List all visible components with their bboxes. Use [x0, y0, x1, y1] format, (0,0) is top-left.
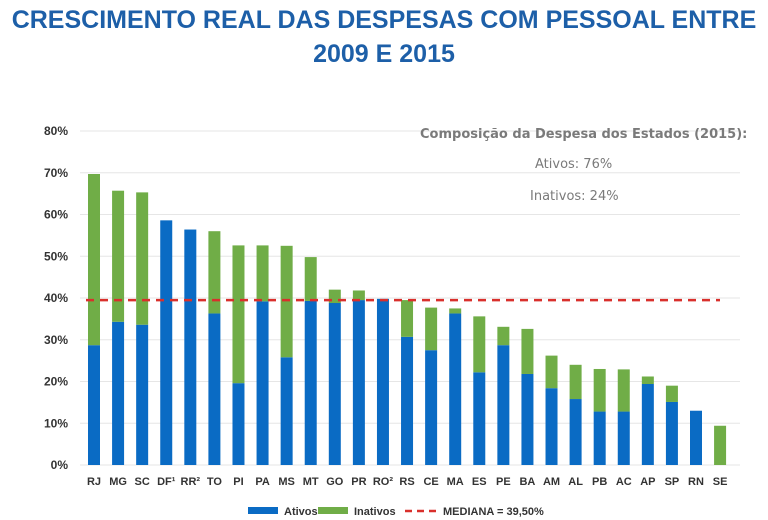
- bar-inativos-AL: [569, 364, 582, 400]
- bar-inativos-BA: [521, 328, 534, 374]
- bar-inativos-AC: [617, 369, 630, 412]
- annotation-inativos: Inativos: 24%: [530, 189, 619, 204]
- bar-inativos-RJ: [88, 174, 100, 346]
- bar-ativos-ES: [473, 372, 486, 465]
- y-tick-label: 30%: [44, 333, 68, 347]
- bar-ativos-PA: [256, 301, 269, 465]
- x-tick-label: PE: [496, 476, 511, 488]
- x-tick-label: PB: [592, 476, 607, 488]
- x-tick-label: AC: [616, 476, 632, 488]
- annotation-ativos: Ativos: 76%: [535, 157, 613, 172]
- bar-ativos-RJ: [88, 345, 100, 465]
- x-tick-label: AP: [640, 476, 655, 488]
- bar-ativos-AL: [569, 399, 582, 465]
- bar-inativos-SC: [136, 192, 149, 325]
- bar-ativos-RO²: [376, 298, 389, 465]
- bar-ativos-BA: [521, 373, 534, 465]
- bar-inativos-ES: [473, 316, 486, 373]
- bar-inativos-AP: [641, 376, 654, 385]
- x-tick-label: BA: [519, 476, 535, 488]
- y-tick-label: 60%: [44, 208, 68, 222]
- bar-inativos-AM: [545, 355, 558, 389]
- x-tick-label: TO: [207, 476, 223, 488]
- x-tick-label: GO: [326, 476, 344, 488]
- x-tick-label: RO²: [373, 476, 394, 488]
- x-tick-label: PI: [233, 476, 243, 488]
- bar-inativos-CE: [425, 307, 438, 351]
- bar-ativos-RS: [401, 336, 414, 465]
- x-tick-label: MA: [447, 476, 464, 488]
- bar-ativos-AM: [545, 388, 558, 465]
- x-tick-label: MG: [109, 476, 127, 488]
- x-tick-label: SE: [713, 476, 728, 488]
- bar-inativos-PR: [352, 290, 365, 301]
- x-tick-label: ES: [472, 476, 487, 488]
- bar-ativos-SP: [665, 401, 678, 465]
- bar-ativos-CE: [425, 350, 438, 465]
- bar-inativos-PI: [232, 245, 245, 384]
- y-tick-label: 80%: [44, 124, 68, 138]
- y-tick-label: 70%: [44, 166, 68, 180]
- bar-ativos-MT: [304, 300, 317, 465]
- x-tick-label: PR: [351, 476, 366, 488]
- bar-ativos-PR: [352, 300, 365, 465]
- y-tick-label: 20%: [44, 375, 68, 389]
- x-tick-label: AM: [543, 476, 560, 488]
- x-tick-label: RS: [399, 476, 414, 488]
- bar-inativos-RS: [401, 300, 414, 337]
- bar-ativos-DF¹: [160, 220, 173, 465]
- bar-inativos-PA: [256, 245, 269, 302]
- bar-inativos-MA: [449, 308, 462, 314]
- bar-inativos-TO: [208, 231, 221, 314]
- bar-inativos-PB: [593, 368, 606, 412]
- bar-ativos-SC: [136, 324, 149, 465]
- bar-inativos-SP: [665, 385, 678, 402]
- legend-label-ativos: Ativos: [284, 506, 318, 518]
- bar-ativos-MA: [449, 313, 462, 465]
- bar-inativos-SE: [714, 425, 727, 465]
- bar-ativos-PI: [232, 383, 245, 465]
- bar-ativos-AC: [617, 411, 630, 465]
- y-tick-label: 40%: [44, 291, 68, 305]
- bar-inativos-PE: [497, 326, 510, 346]
- x-tick-label: MT: [303, 476, 319, 488]
- bar-inativos-MS: [280, 245, 293, 358]
- y-tick-label: 10%: [44, 416, 68, 430]
- bar-ativos-MS: [280, 357, 293, 465]
- x-tick-label: RJ: [87, 476, 101, 488]
- legend-label-median: MEDIANA = 39,50%: [443, 506, 544, 518]
- x-tick-label: RR²: [181, 476, 201, 488]
- bar-inativos-MT: [304, 257, 317, 301]
- x-tick-label: MS: [278, 476, 295, 488]
- annotation-heading: Composição da Despesa dos Estados (2015)…: [420, 127, 748, 142]
- x-tick-label: AL: [568, 476, 583, 488]
- bar-ativos-TO: [208, 313, 221, 465]
- legend-swatch-inativos: [318, 507, 348, 514]
- legend-label-inativos: Inativos: [354, 506, 396, 518]
- bar-ativos-RN: [690, 410, 702, 465]
- x-tick-label: PA: [255, 476, 270, 488]
- y-tick-label: 50%: [44, 249, 68, 263]
- x-tick-label: DF¹: [157, 476, 176, 488]
- bar-ativos-PE: [497, 345, 510, 465]
- x-tick-label: SP: [665, 476, 680, 488]
- y-tick-label: 0%: [51, 458, 69, 472]
- bar-inativos-MG: [112, 190, 125, 322]
- legend-swatch-ativos: [248, 507, 278, 514]
- bar-ativos-PB: [593, 411, 606, 465]
- chart-title-line1: CRESCIMENTO REAL DAS DESPESAS COM PESSOA…: [11, 6, 757, 34]
- x-tick-label: CE: [423, 476, 438, 488]
- x-tick-label: SC: [135, 476, 150, 488]
- x-tick-label: RN: [688, 476, 704, 488]
- bar-ativos-RR²: [184, 229, 197, 465]
- bar-ativos-GO: [328, 303, 341, 465]
- chart-title-line2: 2009 E 2015: [313, 40, 455, 68]
- bar-ativos-AP: [641, 384, 654, 465]
- bar-ativos-MG: [112, 321, 125, 465]
